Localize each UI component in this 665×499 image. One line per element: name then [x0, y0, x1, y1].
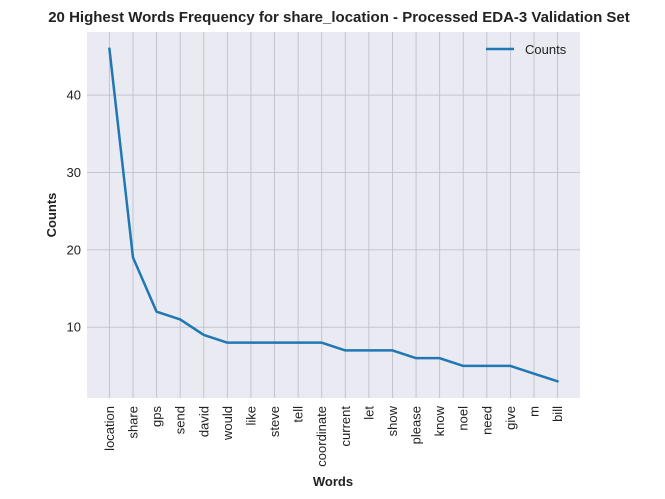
x-tick-label: need	[479, 406, 494, 435]
x-tick-label: let	[361, 406, 376, 420]
x-tick-label: know	[432, 405, 447, 436]
plot-area	[87, 32, 580, 398]
x-tick-label: tell	[291, 406, 306, 423]
x-tick-label: would	[220, 406, 235, 441]
x-axis-label: Words	[313, 474, 353, 489]
y-axis-ticks: 10 20 30 40	[67, 88, 81, 335]
x-tick-label: coordinate	[314, 406, 329, 467]
x-tick-label: give	[503, 406, 518, 430]
y-tick-label: 20	[67, 242, 81, 257]
x-tick-label: location	[102, 406, 117, 451]
legend: Counts	[486, 42, 567, 57]
y-tick-label: 40	[67, 88, 81, 103]
x-tick-label: show	[385, 405, 400, 436]
y-axis-label: Counts	[44, 193, 59, 238]
x-tick-label: like	[243, 406, 258, 426]
x-tick-label: m	[527, 406, 542, 417]
x-tick-label: david	[196, 406, 211, 437]
x-tick-label: send	[173, 406, 188, 434]
y-tick-label: 10	[67, 320, 81, 335]
x-tick-label: share	[125, 406, 140, 439]
x-tick-label: gps	[149, 406, 164, 427]
legend-label-counts: Counts	[525, 42, 567, 57]
series-line-counts	[108, 47, 559, 383]
y-tick-label: 30	[67, 165, 81, 180]
x-tick-label: bill	[550, 406, 565, 422]
x-tick-label: steve	[267, 406, 282, 437]
x-axis-ticks: location share gps send david would like steve t…	[102, 405, 565, 466]
series-group	[108, 47, 559, 383]
chart-title: 20 Highest Words Frequency for share_loc…	[48, 9, 630, 26]
x-tick-label: current	[338, 406, 353, 447]
x-tick-label: please	[409, 406, 424, 444]
x-tick-label: noel	[456, 406, 471, 431]
grid	[87, 32, 580, 398]
